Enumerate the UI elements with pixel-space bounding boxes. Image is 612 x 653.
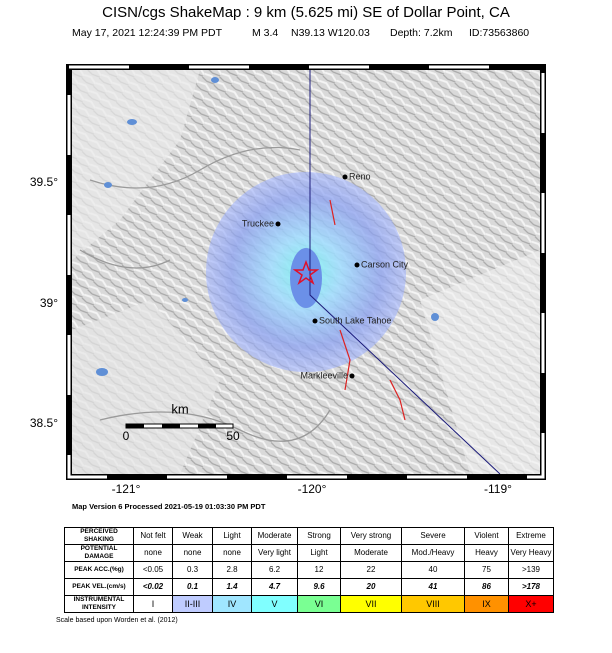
footnote: Scale based upon Worden et al. (2012) <box>56 617 178 624</box>
legend-cell: Moderate <box>340 544 402 562</box>
subtitle-id: ID:73563860 <box>469 27 529 39</box>
row-header: INSTRUMENTAL INTENSITY <box>64 595 134 613</box>
legend-cell: V <box>251 595 298 613</box>
legend-cell: 41 <box>401 578 465 596</box>
legend-cell: VI <box>297 595 341 613</box>
city-label: Carson City <box>361 259 409 269</box>
legend-cell: 22 <box>340 561 402 579</box>
legend-row: PEAK ACC.(%g) <0.05 0.3 2.8 6.2 12 22 40 75 >139 <box>64 561 554 579</box>
legend-cell: 9.6 <box>297 578 341 596</box>
subtitle-magnitude: M 3.4 <box>252 27 278 39</box>
legend-cell: Violent <box>464 527 509 545</box>
legend-cell: Weak <box>172 527 213 545</box>
legend-cell: none <box>172 544 213 562</box>
legend-cell: Moderate <box>251 527 298 545</box>
lakes <box>96 77 439 376</box>
legend-cell: >178 <box>508 578 554 596</box>
lat-label: 39.5° <box>30 175 58 189</box>
subtitle-date: May 17, 2021 12:24:39 PM PDT <box>72 27 223 39</box>
city-label: South Lake Tahoe <box>319 315 391 325</box>
legend-cell: Severe <box>401 527 465 545</box>
scale-label: 50 <box>226 429 240 443</box>
city-dot <box>349 373 355 379</box>
title: CISN/cgs ShakeMap : 9 km (5.625 mi) SE o… <box>102 4 510 21</box>
legend-cell: <0.05 <box>133 561 173 579</box>
legend-cell: none <box>133 544 173 562</box>
legend-cell: Light <box>212 527 252 545</box>
legend-cell: 2.8 <box>212 561 252 579</box>
legend-cell: Very light <box>251 544 298 562</box>
row-header: POTENTIAL DAMAGE <box>64 544 134 562</box>
legend-cell: Very strong <box>340 527 402 545</box>
terrain-plain <box>72 300 220 474</box>
row-header: PEAK ACC.(%g) <box>64 561 134 579</box>
legend-row: PEAK VEL.(cm/s) <0.02 0.1 1.4 4.7 9.6 20 41 86 >1… <box>64 578 554 596</box>
lon-label: -120° <box>298 482 327 496</box>
lat-label: 39° <box>40 296 58 310</box>
subtitle-location: N39.13 W120.03 <box>291 27 370 39</box>
legend-cell: Strong <box>297 527 341 545</box>
terrain-plain <box>72 70 200 260</box>
legend-cell: II-III <box>172 595 213 613</box>
state-border <box>309 70 501 475</box>
legend-row: INSTRUMENTAL INTENSITY I II-III IV V VI VII VII… <box>64 595 554 613</box>
map-frame-ticks <box>67 65 545 479</box>
legend-cell: I <box>133 595 173 613</box>
legend-cell: Not felt <box>133 527 173 545</box>
legend-cell: Extreme <box>508 527 554 545</box>
legend-cell: 86 <box>464 578 509 596</box>
lon-label: -119° <box>484 482 512 496</box>
legend-cell: 4.7 <box>251 578 298 596</box>
row-header: PERCEIVED SHAKING <box>64 527 134 545</box>
intensity-legend: PERCEIVED SHAKING Not felt Weak Light Modera… <box>64 527 554 613</box>
legend-cell: 0.3 <box>172 561 213 579</box>
fault <box>329 199 406 421</box>
scale-bar <box>125 423 234 429</box>
scale-unit: km <box>171 401 188 416</box>
river <box>79 146 331 442</box>
row-header: PEAK VEL.(cm/s) <box>64 578 134 596</box>
legend-cell: 12 <box>297 561 341 579</box>
city-dot <box>312 318 318 324</box>
legend-cell: Light <box>297 544 341 562</box>
scale-label: 0 <box>123 429 130 443</box>
legend-cell: Very Heavy <box>508 544 554 562</box>
legend-cell: >139 <box>508 561 554 579</box>
subtitle-depth: Depth: 7.2km <box>390 27 453 39</box>
legend-row: PERCEIVED SHAKING Not felt Weak Light Modera… <box>64 527 554 545</box>
legend-cell: 75 <box>464 561 509 579</box>
terrain-plain <box>420 250 540 474</box>
legend-cell: X+ <box>508 595 554 613</box>
city-dot <box>342 174 348 180</box>
city-dot <box>354 262 360 268</box>
legend-cell: Mod./Heavy <box>401 544 465 562</box>
legend-cell: VIII <box>401 595 465 613</box>
city-label: Truckee <box>242 218 274 228</box>
legend-cell: 20 <box>340 578 402 596</box>
legend-cell: 0.1 <box>172 578 213 596</box>
epicenter <box>292 259 320 286</box>
legend-row: POTENTIAL DAMAGE none none none Very light Li… <box>64 544 554 562</box>
legend-cell: 6.2 <box>251 561 298 579</box>
city-label: Reno <box>349 171 371 181</box>
legend-cell: Heavy <box>464 544 509 562</box>
lat-label: 38.5° <box>30 416 58 430</box>
legend-cell: VII <box>340 595 402 613</box>
city-dot <box>275 221 281 227</box>
legend-cell: 40 <box>401 561 465 579</box>
legend-cell: <0.02 <box>133 578 173 596</box>
lon-label: -121° <box>112 482 141 496</box>
legend-cell: IX <box>464 595 509 613</box>
version-note: Map Version 6 Processed 2021-05-19 01:03… <box>72 502 266 511</box>
legend-cell: none <box>212 544 252 562</box>
legend-cell: IV <box>212 595 252 613</box>
legend-cell: 1.4 <box>212 578 252 596</box>
city-label: Markleeville <box>300 370 348 380</box>
